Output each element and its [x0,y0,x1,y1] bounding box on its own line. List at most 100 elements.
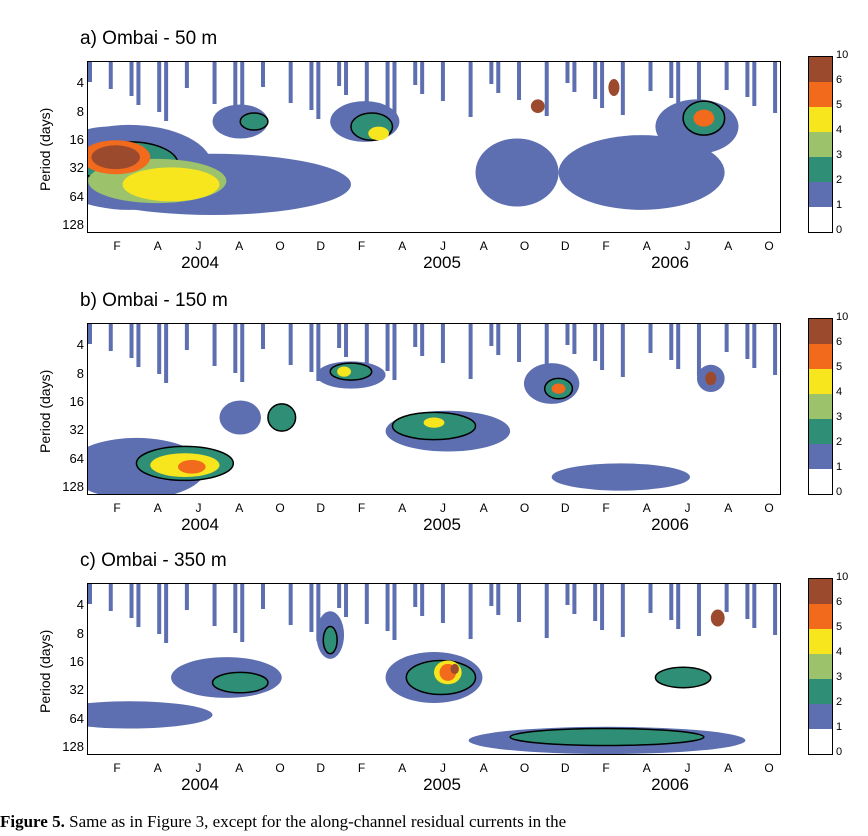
heatmap-streak [212,324,217,366]
colorbar-swatch [809,679,832,704]
heatmap-contour [710,609,725,627]
heatmap-contour [551,383,566,394]
heatmap-contour [475,138,559,207]
heatmap-streak [108,324,113,351]
heatmap-streak [669,584,674,620]
heatmap-streak [420,62,425,94]
heatmap-contour [329,362,373,381]
heatmap-streak [364,584,369,624]
x-tick-label: F [113,761,121,775]
x-tick-label: O [764,501,774,515]
heatmap-streak [88,62,92,82]
x-tick-label: O [764,761,774,775]
colorbar-swatch [809,157,832,182]
heatmap-streak [620,584,625,637]
heatmap-streak [544,584,549,638]
heatmap-streak [696,324,701,376]
colorbar-swatch [809,344,832,369]
colorbar-tick-label: 3 [836,149,843,161]
caption-label: Figure 5. [0,812,65,831]
colorbar-tick-label: 2 [836,436,843,448]
x-tick-label: F [602,501,610,515]
heatmap-streak [164,324,169,383]
heatmap-contour [91,145,140,170]
panel-title: a) Ombai - 50 m [80,28,218,49]
heatmap-contour [177,460,206,474]
heatmap-streak [572,324,577,354]
colorbar-tick-label: 6 [836,336,843,348]
heatmap-contour [88,701,213,729]
heatmap-contour [551,463,691,491]
heatmap-streak [593,324,598,361]
colorbar-tick-label: 10 [836,571,849,583]
panel-title: c) Ombai - 350 m [80,550,227,571]
heatmap-streak [724,584,729,612]
colorbar-tick-label: 2 [836,174,843,186]
figure-caption: Figure 5. Same as in Figure 3, except fo… [0,812,566,832]
colorbar-tick-label: 1 [836,461,843,473]
colorbar-tick-label: 0 [836,224,843,236]
heatmap-streak [517,584,522,622]
y-tick-label: 8 [76,365,84,381]
heatmap-streak [773,62,778,113]
heatmap-streak [600,62,605,108]
colorbar-swatch [809,629,832,654]
x-tick-label: F [113,239,121,253]
heatmap-streak [544,62,549,116]
heatmap-streak [648,584,653,613]
heatmap-streak [773,324,778,375]
heatmap-streak [489,324,494,346]
heatmap-streak [337,324,342,348]
x-tick-label: D [316,501,326,515]
colorbar [808,318,833,495]
heatmap-streak [496,62,501,93]
colorbar-tick-label: 10 [836,49,849,61]
colorbar-tick-label: 1 [836,721,843,733]
y-tick-label: 32 [69,422,84,438]
colorbar-swatch [809,394,832,419]
heatmap-streak [164,584,169,643]
heatmap-streak [385,584,390,631]
heatmap-streak [676,584,681,629]
heatmap-streak [565,62,570,83]
heatmap-streak [240,324,245,382]
x-year-label: 2006 [651,253,689,272]
x-tick-label: D [316,761,326,775]
x-tick-label: A [642,761,651,775]
heatmap-streak [600,584,605,630]
heatmap-streak [669,324,674,360]
colorbar-tick-label: 5 [836,99,843,111]
heatmap-streak [593,584,598,621]
heatmap-streak [184,584,189,610]
heatmap-streak [337,584,342,608]
x-tick-label: A [479,239,488,253]
heatmap-streak [620,62,625,115]
y-axis-title: Period (days) [37,369,53,453]
heatmap-contour [558,135,725,210]
heatmap-streak [544,324,549,378]
colorbar-swatch [809,469,832,494]
heatmap-streak [745,324,750,359]
heatmap-contour [423,417,445,428]
colorbar-swatch [809,729,832,754]
x-tick-label: O [519,761,530,775]
x-tick-label: J [195,761,202,775]
heatmap-streak [392,324,397,380]
colorbar-tick-label: 3 [836,671,843,683]
x-tick-label: A [235,239,244,253]
y-tick-label: 64 [69,710,84,726]
y-tick-label: 16 [69,131,84,147]
y-tick-label: 64 [69,450,84,466]
x-tick-label: A [398,239,407,253]
heatmap-streak [261,62,265,87]
x-tick-label: F [357,239,366,253]
colorbar-swatch [809,57,832,82]
heatmap-streak [565,584,570,605]
x-tick-label: A [724,239,733,253]
heatmap-streak [136,324,141,367]
y-tick-label: 32 [69,160,84,176]
heatmap-contour [705,371,717,386]
heatmap-streak [385,324,390,371]
heatmap-streak [413,324,418,347]
y-axis-title: Period (days) [37,629,53,713]
